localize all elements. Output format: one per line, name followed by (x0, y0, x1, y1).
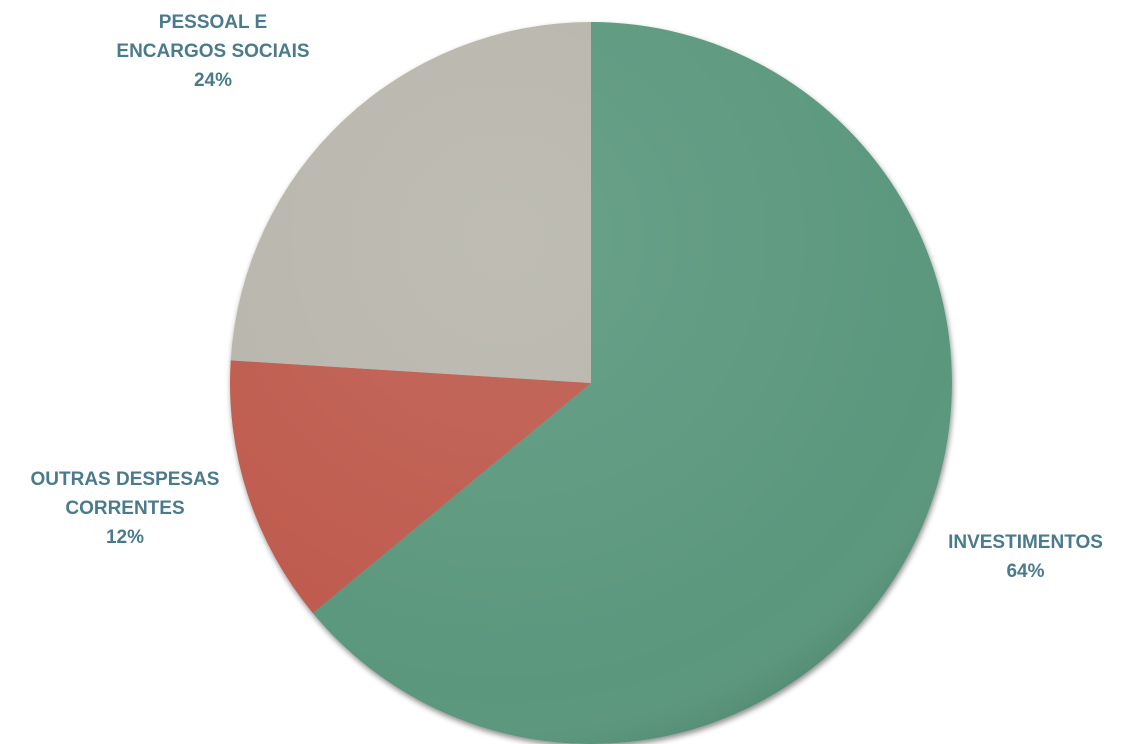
slice-label-pessoal-encargos-sociais: PESSOAL E ENCARGOS SOCIAIS 24% (116, 12, 310, 91)
slice-label-investimentos: INVESTIMENTOS 64% (948, 532, 1103, 582)
slice-label-outras-despesas-correntes: OUTRAS DESPESAS CORRENTES 12% (30, 469, 220, 548)
pie-slices (229, 22, 952, 744)
